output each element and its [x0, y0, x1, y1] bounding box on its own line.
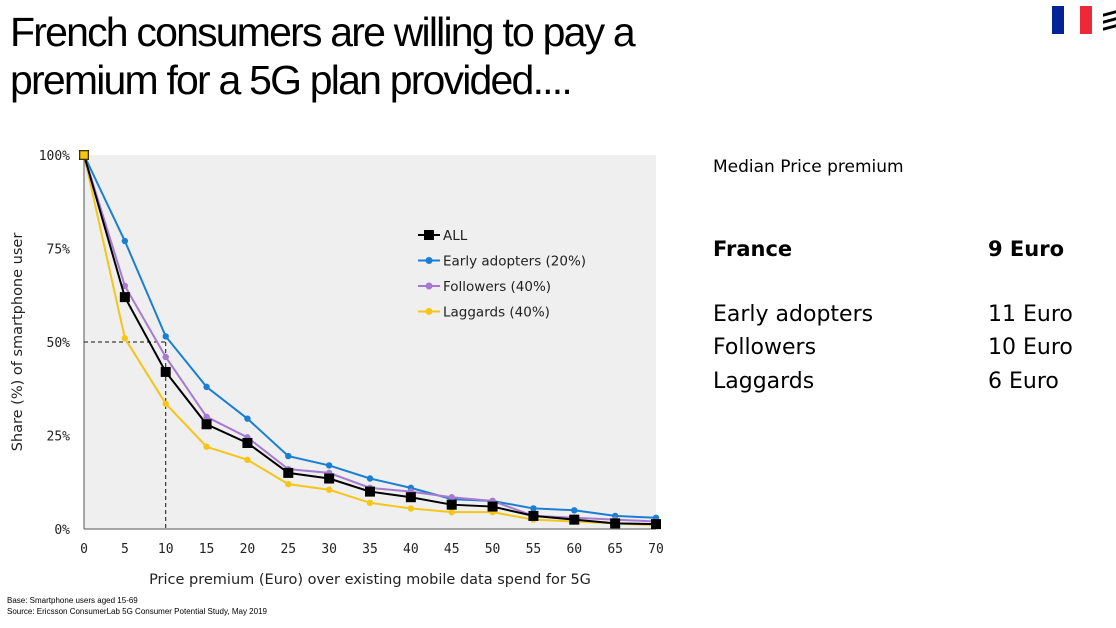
x-tick-label: 35: [362, 542, 378, 557]
premium-main-value: 9 Euro: [988, 237, 1065, 261]
data-point: [119, 292, 130, 303]
data-point: [285, 452, 292, 460]
y-tick-label: 0%: [54, 523, 70, 538]
data-point: [160, 366, 171, 377]
data-point: [162, 400, 169, 407]
data-point: [324, 473, 335, 484]
x-tick-label: 50: [485, 542, 501, 557]
data-point: [203, 443, 210, 450]
ericsson-logo-icon: [1103, 10, 1116, 33]
page-title: French consumers are willing to pay a pr…: [10, 8, 790, 104]
data-point: [366, 499, 374, 507]
data-point: [121, 237, 129, 245]
data-point: [242, 437, 253, 448]
data-point: [528, 510, 539, 521]
flag-stripe-white: [1066, 6, 1078, 34]
data-point: [121, 335, 129, 342]
data-point: [162, 353, 169, 361]
price-premium-chart: 0% 25% 50% 75% 100% 0 5 10 15 20 25 30 35 40 45 50 55 60 6…: [10, 149, 664, 588]
data-point: [448, 508, 455, 516]
premium-main-label: France: [713, 237, 793, 261]
data-point: [446, 499, 457, 510]
data-point: [285, 480, 292, 488]
premium-table-title: Median Price premium: [713, 157, 904, 177]
legend-label: Early adopters (20%): [443, 254, 586, 270]
data-point: [244, 415, 251, 422]
premium-row-label: Early adopters: [713, 302, 874, 327]
y-axis-title: Share (%) of smartphone user: [10, 233, 26, 452]
footnote-base: Base: Smartphone users aged 15-69: [7, 596, 138, 605]
data-point: [571, 507, 578, 514]
x-tick-label: 70: [648, 542, 664, 557]
data-point: [325, 462, 333, 469]
data-point: [530, 505, 537, 512]
data-point: [203, 413, 210, 420]
data-point: [79, 150, 89, 160]
data-point: [201, 419, 212, 430]
data-point: [569, 514, 580, 525]
x-tick-label: 40: [403, 542, 419, 557]
x-tick-label: 65: [607, 542, 623, 557]
x-tick-label: 55: [526, 542, 542, 557]
y-tick-label: 50%: [47, 336, 71, 351]
data-point: [610, 518, 621, 529]
x-tick-label: 30: [321, 542, 337, 557]
data-point: [365, 486, 375, 497]
legend-label: Laggards (40%): [443, 305, 550, 321]
title-line-2: premium for a 5G plan provided....: [10, 57, 573, 103]
x-tick-label: 60: [566, 542, 582, 557]
premium-row-label: Followers: [713, 335, 817, 360]
y-tick-label: 25%: [47, 430, 71, 445]
data-point: [487, 501, 498, 512]
legend-marker: [425, 257, 433, 264]
data-point: [448, 494, 455, 501]
data-point: [651, 519, 661, 530]
title-line-1: French consumers are willing to pay a: [10, 9, 636, 55]
flag-stripe-blue: [1052, 6, 1064, 34]
legend-label: ALL: [443, 228, 468, 244]
x-tick-label: 20: [240, 542, 256, 557]
data-point: [405, 492, 416, 503]
footnote-source: Source: Ericsson ConsumerLab 5G Consumer…: [7, 607, 267, 616]
premium-row-value: 10 Euro: [988, 335, 1073, 360]
flag-stripe-red: [1080, 6, 1092, 34]
x-tick-label: 15: [199, 542, 215, 557]
data-point: [407, 505, 415, 512]
y-tick-label: 75%: [47, 243, 71, 258]
x-tick-label: 25: [280, 542, 296, 557]
legend-marker: [425, 308, 433, 315]
premium-row-value: 6 Euro: [988, 369, 1059, 394]
x-tick-label: 5: [121, 542, 129, 557]
legend-marker: [425, 282, 433, 290]
x-tick-label: 0: [80, 542, 88, 557]
x-tick-label: 10: [158, 542, 174, 557]
data-point: [366, 475, 374, 482]
premium-row-value: 11 Euro: [988, 302, 1073, 327]
data-point: [162, 333, 169, 340]
data-point: [121, 282, 129, 290]
data-point: [203, 383, 210, 391]
data-point: [244, 456, 251, 464]
data-point: [325, 486, 333, 493]
y-tick-label: 100%: [39, 149, 70, 164]
data-point: [283, 467, 294, 478]
legend-label: Followers (40%): [443, 279, 551, 295]
x-tick-label: 45: [444, 542, 460, 557]
x-axis-title: Price premium (Euro) over existing mobil…: [149, 572, 591, 588]
premium-row-label: Laggards: [713, 369, 815, 394]
plot-background: [84, 155, 656, 529]
legend-marker: [424, 230, 434, 240]
